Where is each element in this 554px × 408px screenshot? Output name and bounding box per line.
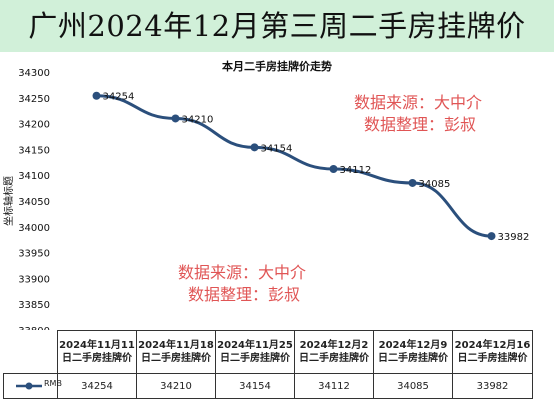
data-point — [487, 232, 496, 241]
table-row: RMB 34254 34210 34154 34112 34085 33982 — [3, 373, 533, 399]
data-point — [408, 178, 417, 187]
watermark-top: 数据来源：大中介 数据整理：彭叔 — [354, 92, 482, 136]
legend-label: RMB — [44, 379, 62, 388]
table-value-cell: 33982 — [452, 373, 533, 399]
table-value-cell: 34154 — [215, 373, 295, 399]
data-label: 34085 — [419, 179, 451, 190]
data-label: 34210 — [182, 114, 214, 125]
legend-line-icon — [16, 382, 42, 390]
table-header-cell: 2024年12月9日二手房挂牌价 — [373, 330, 453, 374]
y-tick-label: 33850 — [18, 300, 50, 311]
y-axis-label: 坐标轴标题 — [2, 176, 15, 226]
y-tick-label: 33800 — [18, 326, 50, 330]
table-value-cell: 34112 — [294, 373, 374, 399]
y-tick-label: 33950 — [18, 249, 50, 260]
watermark-editor-text: 数据整理：彭叔 — [188, 285, 301, 304]
page-title: 广州2024年12月第三周二手房挂牌价 — [28, 9, 526, 43]
title-banner — [0, 0, 554, 52]
legend-cell: RMB — [3, 373, 62, 399]
watermark-source-text: 数据来源：大中介 — [354, 93, 483, 112]
y-tick-label: 34000 — [18, 223, 50, 234]
data-point — [92, 91, 101, 100]
table-value-cell: 34085 — [373, 373, 453, 399]
series-line — [95, 94, 493, 238]
y-tick-label: 34250 — [18, 94, 50, 105]
y-tick-label: 34300 — [18, 68, 50, 79]
table-value-cell: 34210 — [136, 373, 216, 399]
y-tick-label: 34150 — [18, 145, 50, 156]
data-label: 34254 — [103, 92, 135, 103]
table-header-row: 2024年11月11日二手房挂牌价 2024年11月18日二手房挂牌价 2024… — [3, 330, 533, 374]
watermark-source-text: 数据来源：大中介 — [178, 263, 307, 282]
table-header-cell: 2024年11月25日二手房挂牌价 — [215, 330, 295, 374]
y-tick-label: 34200 — [18, 120, 50, 131]
data-point — [250, 143, 259, 152]
data-label: 33982 — [498, 232, 530, 243]
table-header-cell: 2024年11月11日二手房挂牌价 — [57, 330, 137, 374]
data-point — [171, 114, 180, 123]
y-tick-label: 33900 — [18, 274, 50, 285]
chart-title: 本月二手房挂牌价走势 — [222, 59, 332, 73]
data-point — [329, 165, 338, 174]
chart-data-table: 2024年11月11日二手房挂牌价 2024年11月18日二手房挂牌价 2024… — [3, 330, 533, 399]
table-header-cell: 2024年12月16日二手房挂牌价 — [452, 330, 533, 374]
watermark-bottom: 数据来源：大中介 数据整理：彭叔 — [178, 262, 306, 306]
table-value-cell: 34254 — [57, 373, 137, 399]
table-header-cell: 2024年11月18日二手房挂牌价 — [136, 330, 216, 374]
watermark-editor-text: 数据整理：彭叔 — [364, 115, 477, 134]
data-label: 34154 — [261, 143, 293, 154]
table-header-cell: 2024年12月2日二手房挂牌价 — [294, 330, 374, 374]
data-label: 34112 — [340, 165, 372, 176]
table-corner-cell — [3, 330, 58, 374]
y-tick-label: 34100 — [18, 171, 50, 182]
y-tick-label: 34050 — [18, 197, 50, 208]
